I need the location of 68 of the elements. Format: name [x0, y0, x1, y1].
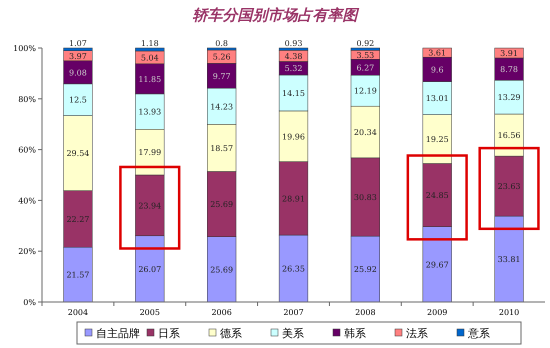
data-label: 18.57: [210, 144, 234, 153]
x-tick-label: 2008: [355, 308, 376, 317]
y-tick-label: 80%: [18, 94, 36, 104]
data-label: 19.96: [282, 132, 305, 142]
data-label: 3.61: [428, 48, 446, 58]
data-label: 3.97: [69, 52, 87, 61]
data-label: 3.53: [356, 50, 374, 60]
legend-label: 意系: [467, 327, 490, 340]
data-label: 16.56: [498, 131, 521, 140]
data-label: 23.94: [138, 201, 162, 210]
legend-label: 美系: [282, 327, 304, 340]
legend-label: 韩系: [344, 327, 366, 340]
data-label: 6.27: [356, 63, 374, 72]
data-label: 9.77: [212, 72, 231, 81]
x-tick-label: 2005: [140, 308, 160, 317]
data-label: 21.57: [66, 270, 90, 280]
data-label: 24.85: [426, 191, 449, 200]
data-label: 13.29: [498, 93, 521, 102]
data-label: 13.01: [426, 94, 449, 104]
data-label: 0.93: [284, 39, 302, 48]
data-label: 19.25: [426, 135, 449, 144]
data-label: 1.07: [69, 39, 87, 48]
y-tick-label: 20%: [18, 247, 36, 256]
data-label: 4.38: [284, 52, 302, 61]
data-label: 29.54: [66, 149, 90, 158]
data-label: 12.5: [69, 96, 87, 105]
data-label: 14.15: [282, 88, 305, 98]
data-label: 26.35: [282, 264, 305, 274]
data-label: 12.19: [354, 86, 377, 96]
data-label: 3.91: [500, 49, 518, 58]
data-label: 25.92: [354, 265, 377, 274]
data-label: 1.18: [140, 39, 159, 48]
chart-title: 轿车分国别市场占有率图: [192, 6, 360, 24]
data-label: 11.85: [138, 74, 162, 84]
data-label: 25.69: [210, 265, 234, 274]
data-label: 23.63: [498, 182, 521, 192]
data-label: 29.67: [426, 260, 449, 270]
data-label: 0.92: [356, 39, 374, 48]
data-label: 9.6: [430, 65, 444, 74]
x-tick-label: 2009: [427, 308, 448, 317]
data-label: 25.69: [210, 200, 234, 210]
x-tick-label: 2010: [498, 308, 520, 317]
x-tick-label: 2004: [68, 308, 88, 317]
x-tick-label: 2006: [211, 308, 232, 317]
data-label: 30.83: [354, 193, 377, 202]
y-tick-label: 60%: [18, 146, 36, 155]
data-label: 14.23: [210, 102, 234, 112]
y-tick-label: 0%: [23, 298, 36, 307]
data-label: 5.32: [284, 64, 302, 74]
data-label: 8.78: [500, 65, 518, 74]
data-label: 17.99: [138, 148, 162, 158]
legend-label: 法系: [406, 327, 428, 340]
data-label: 13.93: [138, 108, 162, 117]
data-label: 26.07: [138, 264, 162, 274]
y-tick-label: 40%: [18, 196, 36, 206]
data-label: 28.91: [282, 194, 305, 204]
data-label: 20.34: [354, 128, 377, 138]
y-tick-label: 100%: [13, 44, 36, 53]
data-label: 5.04: [140, 53, 159, 62]
legend-label: 德系: [220, 327, 242, 340]
legend-label: 日系: [158, 327, 180, 340]
legend-label: 自主品牌: [96, 327, 140, 340]
x-tick-label: 2007: [283, 308, 304, 317]
data-label: 33.81: [498, 255, 521, 264]
data-label: 9.08: [69, 68, 87, 78]
data-label: 5.26: [212, 52, 231, 62]
data-label: 22.27: [66, 214, 90, 224]
data-label: 0.8: [215, 38, 228, 48]
